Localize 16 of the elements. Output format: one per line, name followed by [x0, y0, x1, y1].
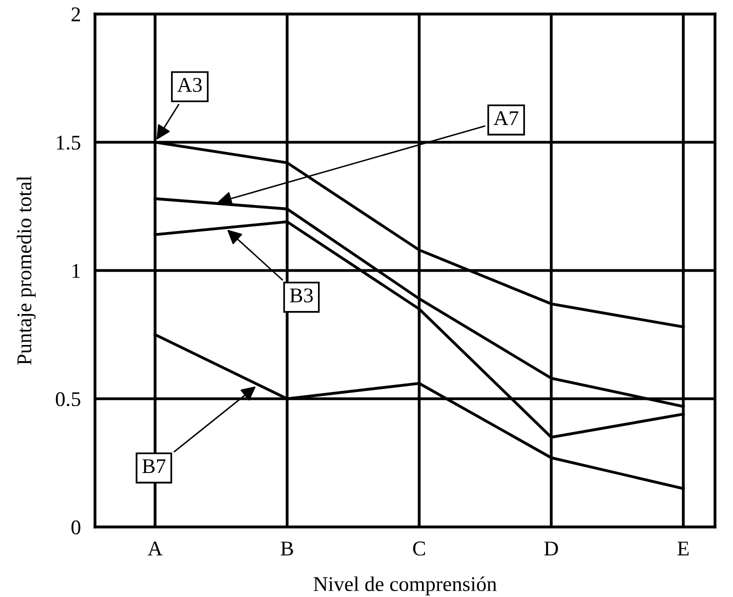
y-axis-title: Puntaje promedio total [16, 176, 36, 365]
series-label: B3 [290, 288, 313, 302]
x-tick-label: D [544, 542, 558, 556]
x-tick-label: E [678, 542, 689, 556]
x-axis-title: Nivel de comprensión [314, 576, 497, 596]
y-tick-label: 1.5 [56, 136, 80, 150]
y-tick-label: 1 [72, 264, 80, 278]
text: B7 [142, 459, 166, 474]
x-tick-label: B [280, 542, 294, 556]
x-tick-label: A [148, 542, 162, 556]
x-tick-label: C [413, 542, 425, 556]
y-tick-label: 2 [72, 7, 80, 22]
y-tick-label: 0 [71, 520, 80, 534]
text: A3 [177, 78, 202, 92]
y-tick-label: 0.5 [56, 392, 80, 406]
text: A7 [494, 111, 518, 125]
